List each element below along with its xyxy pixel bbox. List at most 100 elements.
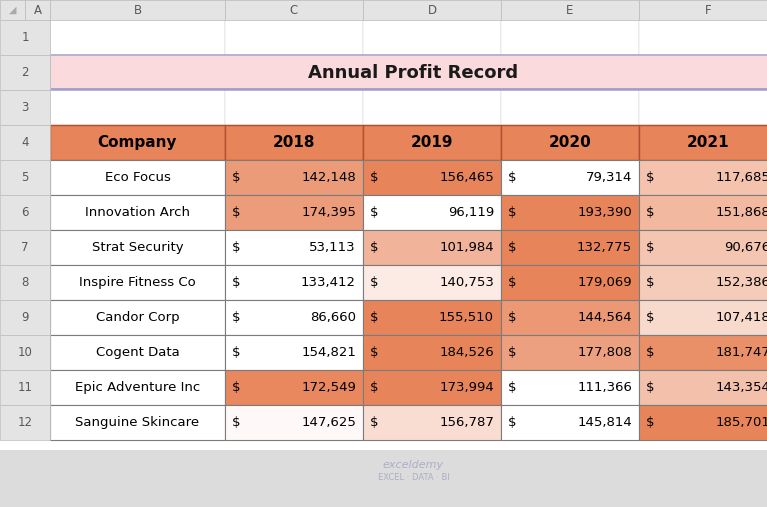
Text: $: $ <box>508 381 516 394</box>
Bar <box>25 0 50 20</box>
Text: $: $ <box>232 171 241 184</box>
Bar <box>501 405 639 440</box>
Text: 173,994: 173,994 <box>439 381 494 394</box>
Bar <box>639 195 767 230</box>
Text: 2: 2 <box>21 66 28 79</box>
Bar <box>639 300 767 335</box>
Text: 140,753: 140,753 <box>439 276 494 289</box>
Text: $: $ <box>646 241 654 254</box>
Bar <box>639 265 767 300</box>
Text: Innovation Arch: Innovation Arch <box>85 206 190 219</box>
Bar <box>363 230 501 265</box>
Bar <box>639 335 767 370</box>
Text: 181,747: 181,747 <box>715 346 767 359</box>
Bar <box>50 160 225 195</box>
Bar <box>363 0 501 20</box>
Text: $: $ <box>646 311 654 324</box>
Text: 179,069: 179,069 <box>578 276 632 289</box>
Text: 6: 6 <box>21 206 28 219</box>
Text: Sanguine Skincare: Sanguine Skincare <box>75 416 199 429</box>
Bar <box>0 0 25 20</box>
Text: 8: 8 <box>21 276 28 289</box>
Bar <box>0 230 50 265</box>
Bar <box>225 20 363 55</box>
Text: 133,412: 133,412 <box>301 276 356 289</box>
Text: 4: 4 <box>21 136 28 149</box>
Text: $: $ <box>232 381 241 394</box>
Bar <box>50 20 225 55</box>
Text: Cogent Data: Cogent Data <box>96 346 179 359</box>
Text: 151,868: 151,868 <box>716 206 767 219</box>
Text: 155,510: 155,510 <box>439 311 494 324</box>
Bar <box>639 230 767 265</box>
Text: 53,113: 53,113 <box>309 241 356 254</box>
Text: 154,821: 154,821 <box>301 346 356 359</box>
Bar <box>225 230 363 265</box>
Bar <box>501 20 639 55</box>
Text: 96,119: 96,119 <box>448 206 494 219</box>
Text: $: $ <box>232 346 241 359</box>
Text: Candor Corp: Candor Corp <box>96 311 179 324</box>
Text: $: $ <box>646 171 654 184</box>
Text: $: $ <box>646 381 654 394</box>
Bar <box>639 90 767 125</box>
Bar <box>363 370 501 405</box>
Text: 101,984: 101,984 <box>439 241 494 254</box>
Bar <box>363 405 501 440</box>
Bar <box>501 370 639 405</box>
Bar <box>501 230 639 265</box>
Text: $: $ <box>646 346 654 359</box>
Text: Inspire Fitness Co: Inspire Fitness Co <box>79 276 196 289</box>
Text: 7: 7 <box>21 241 28 254</box>
Bar <box>639 20 767 55</box>
Text: $: $ <box>370 416 378 429</box>
Text: 3: 3 <box>21 101 28 114</box>
Bar <box>0 370 50 405</box>
Text: 177,808: 177,808 <box>578 346 632 359</box>
Text: EXCEL · DATA · BI: EXCEL · DATA · BI <box>377 474 449 483</box>
Text: 79,314: 79,314 <box>586 171 632 184</box>
Text: $: $ <box>232 311 241 324</box>
Text: 174,395: 174,395 <box>301 206 356 219</box>
Text: $: $ <box>508 276 516 289</box>
Bar <box>639 370 767 405</box>
Text: $: $ <box>232 206 241 219</box>
Bar <box>501 335 639 370</box>
Text: 90,676: 90,676 <box>724 241 767 254</box>
Text: D: D <box>427 4 436 17</box>
Bar <box>50 335 225 370</box>
Bar <box>363 90 501 125</box>
Text: 156,787: 156,787 <box>439 416 494 429</box>
Text: 145,814: 145,814 <box>578 416 632 429</box>
Bar <box>50 300 225 335</box>
Text: 117,685: 117,685 <box>715 171 767 184</box>
Text: $: $ <box>370 276 378 289</box>
Bar <box>0 20 767 450</box>
Text: 5: 5 <box>21 171 28 184</box>
Bar <box>225 405 363 440</box>
Text: $: $ <box>646 416 654 429</box>
Text: 2021: 2021 <box>686 135 729 150</box>
Text: 2019: 2019 <box>411 135 453 150</box>
Bar <box>50 265 225 300</box>
Text: E: E <box>566 4 574 17</box>
Text: 12: 12 <box>18 416 32 429</box>
Bar <box>50 230 225 265</box>
Text: 111,366: 111,366 <box>577 381 632 394</box>
Text: $: $ <box>508 416 516 429</box>
Bar <box>225 265 363 300</box>
Text: Eco Focus: Eco Focus <box>104 171 170 184</box>
Bar <box>0 160 50 195</box>
Bar <box>0 90 50 125</box>
Bar <box>501 90 639 125</box>
Text: $: $ <box>232 416 241 429</box>
Text: $: $ <box>370 241 378 254</box>
Text: 156,465: 156,465 <box>439 171 494 184</box>
Text: 2020: 2020 <box>548 135 591 150</box>
Text: C: C <box>290 4 298 17</box>
Text: 143,354: 143,354 <box>715 381 767 394</box>
Bar <box>501 160 639 195</box>
Text: 184,526: 184,526 <box>439 346 494 359</box>
Text: 144,564: 144,564 <box>578 311 632 324</box>
Text: Company: Company <box>97 135 177 150</box>
